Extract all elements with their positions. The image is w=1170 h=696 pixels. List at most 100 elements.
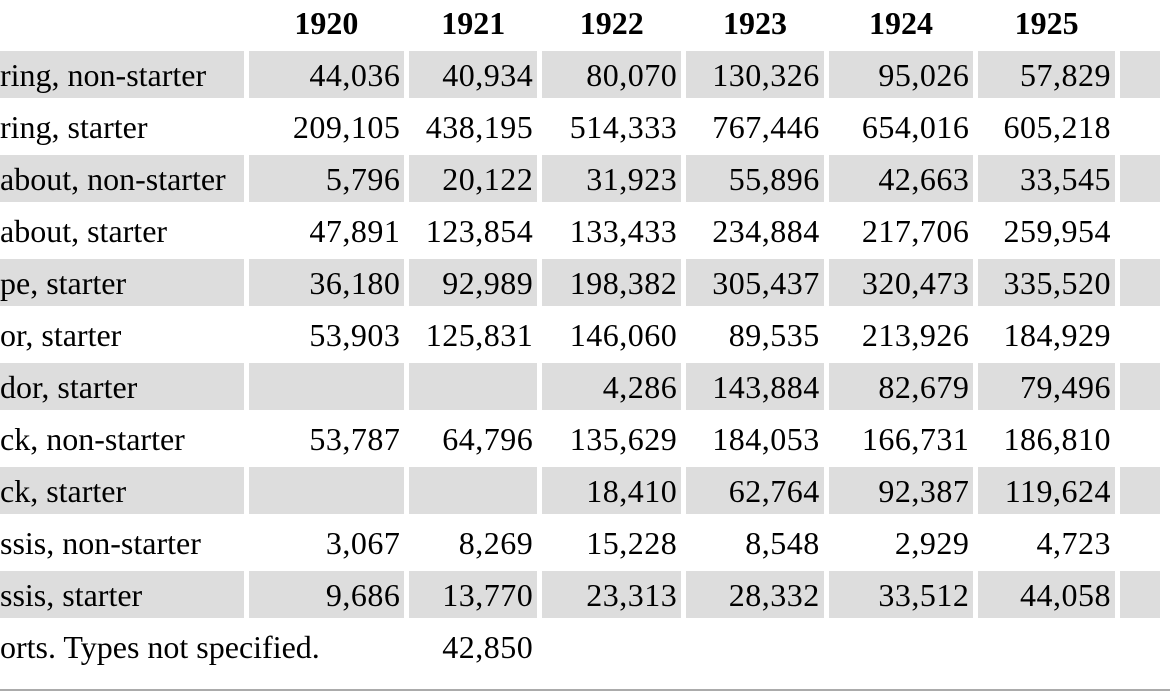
value-cell: 3,067 xyxy=(325,524,401,561)
value-cell: 320,473 xyxy=(828,259,974,306)
value-cell: 2,929 xyxy=(894,524,970,561)
cut-off-column-cell xyxy=(1120,155,1160,202)
cut-off-column-cell xyxy=(1120,363,1160,410)
row-label-cell: ring, non-starter xyxy=(0,51,244,98)
label-column-header xyxy=(0,0,244,46)
table-row: orts. Types not specified. 42,850 xyxy=(0,623,1160,670)
value-cell: 53,903 xyxy=(309,316,401,353)
cut-off-column-cell xyxy=(1120,103,1160,150)
row-label-cell: ssis, non-starter xyxy=(0,524,201,561)
value-cell xyxy=(978,623,1115,670)
value-cell: 95,026 xyxy=(828,51,974,98)
value-cell: 654,016 xyxy=(861,108,970,145)
year-header-1923: 1923 xyxy=(686,0,824,46)
value-cell xyxy=(409,363,538,410)
cut-off-column-cell xyxy=(1120,311,1160,358)
value-cell: 146,060 xyxy=(569,316,678,353)
header-row: 1920 1921 1922 1923 1924 1925 xyxy=(0,0,1160,46)
value-cell: 42,850 xyxy=(442,628,534,665)
value-cell: 36,180 xyxy=(248,259,405,306)
value-cell xyxy=(829,623,974,670)
year-header-1922: 1922 xyxy=(542,0,682,46)
value-cell: 209,105 xyxy=(292,108,401,145)
row-label-cell: ring, starter xyxy=(0,108,148,145)
cut-off-column-cell xyxy=(1120,623,1160,670)
table-row: ssis, non-starter 3,067 8,269 15,228 8,548 2,… xyxy=(0,519,1160,566)
value-cell: 184,053 xyxy=(712,420,820,457)
value-cell: 438,195 xyxy=(425,108,534,145)
value-cell: 217,706 xyxy=(861,212,970,249)
value-cell xyxy=(542,623,681,670)
value-cell: 305,437 xyxy=(686,259,824,306)
cut-off-column-cell xyxy=(1120,259,1160,306)
table-row: about, non-starter 5,796 20,122 31,923 55,89… xyxy=(0,155,1160,202)
value-cell: 133,433 xyxy=(569,212,678,249)
table-row: ring, starter 209,105 438,195 514,333 767,44… xyxy=(0,103,1160,150)
value-cell: 198,382 xyxy=(542,259,682,306)
table-body: ring, non-starter 44,036 40,934 80,070 130,3… xyxy=(0,51,1160,670)
cut-off-column-cell xyxy=(1120,519,1160,566)
value-cell: 8,548 xyxy=(745,524,820,561)
cut-off-column-header xyxy=(1120,0,1160,46)
year-header-1921: 1921 xyxy=(409,0,538,46)
row-label-cell: about, non-starter xyxy=(0,155,244,202)
table-row: ssis, starter 9,686 13,770 23,313 28,332 33,5… xyxy=(0,571,1160,618)
value-cell: 234,884 xyxy=(712,212,820,249)
value-cell: 4,723 xyxy=(1036,524,1111,561)
row-label-cell: or, starter xyxy=(0,316,122,353)
value-cell: 9,686 xyxy=(248,571,405,618)
value-cell xyxy=(409,467,538,514)
value-cell: 130,326 xyxy=(686,51,824,98)
value-cell: 33,545 xyxy=(978,155,1115,202)
value-cell: 23,313 xyxy=(542,571,682,618)
value-cell: 44,058 xyxy=(978,571,1115,618)
value-cell: 135,629 xyxy=(569,420,678,457)
row-label-cell: pe, starter xyxy=(0,259,244,306)
value-cell: 82,679 xyxy=(828,363,974,410)
value-cell: 47,891 xyxy=(309,212,401,249)
value-cell xyxy=(248,467,405,514)
value-cell: 80,070 xyxy=(542,51,682,98)
value-cell: 213,926 xyxy=(861,316,970,353)
value-cell: 166,731 xyxy=(861,420,970,457)
value-cell: 20,122 xyxy=(409,155,538,202)
value-cell: 119,624 xyxy=(978,467,1115,514)
row-label-cell: orts. Types not specified. xyxy=(0,628,320,665)
cut-off-column-cell xyxy=(1120,207,1160,254)
year-header-1924: 1924 xyxy=(828,0,974,46)
value-cell xyxy=(686,623,823,670)
table-row: ck, starter 18,410 62,764 92,387 119,624 xyxy=(0,467,1160,514)
row-label-cell: dor, starter xyxy=(0,363,244,410)
value-cell: 186,810 xyxy=(1003,420,1111,457)
row-label-cell: about, starter xyxy=(0,212,168,249)
value-cell: 13,770 xyxy=(409,571,538,618)
cut-off-column-cell xyxy=(1120,571,1160,618)
value-cell: 55,896 xyxy=(686,155,824,202)
value-cell: 40,934 xyxy=(409,51,538,98)
value-cell: 8,269 xyxy=(458,524,534,561)
production-table: 1920 1921 1922 1923 1924 1925 ring, non-… xyxy=(0,0,1160,670)
table-row: ring, non-starter 44,036 40,934 80,070 130,3… xyxy=(0,51,1160,98)
table-row: ck, non-starter 53,787 64,796 135,629 184,05… xyxy=(0,415,1160,462)
bottom-rule xyxy=(0,689,1170,691)
value-cell: 92,989 xyxy=(409,259,538,306)
value-cell: 605,218 xyxy=(1003,108,1111,145)
value-cell: 259,954 xyxy=(1003,212,1111,249)
cut-off-column-cell xyxy=(1120,467,1160,514)
value-cell: 79,496 xyxy=(978,363,1115,410)
value-cell: 184,929 xyxy=(1003,316,1111,353)
table-row: pe, starter 36,180 92,989 198,382 305,437 320… xyxy=(0,259,1160,306)
table-row: about, starter 47,891 123,854 133,433 234,88… xyxy=(0,207,1160,254)
year-header-1925: 1925 xyxy=(978,0,1115,46)
value-cell: 4,286 xyxy=(542,363,682,410)
value-cell: 57,829 xyxy=(978,51,1115,98)
cut-off-column-cell xyxy=(1120,51,1160,98)
value-cell: 89,535 xyxy=(728,316,820,353)
value-cell: 123,854 xyxy=(425,212,534,249)
value-cell: 18,410 xyxy=(542,467,682,514)
value-cell: 44,036 xyxy=(248,51,405,98)
cut-off-column-cell xyxy=(1120,415,1160,462)
value-cell: 125,831 xyxy=(425,316,534,353)
row-label-cell: ck, non-starter xyxy=(0,420,185,457)
